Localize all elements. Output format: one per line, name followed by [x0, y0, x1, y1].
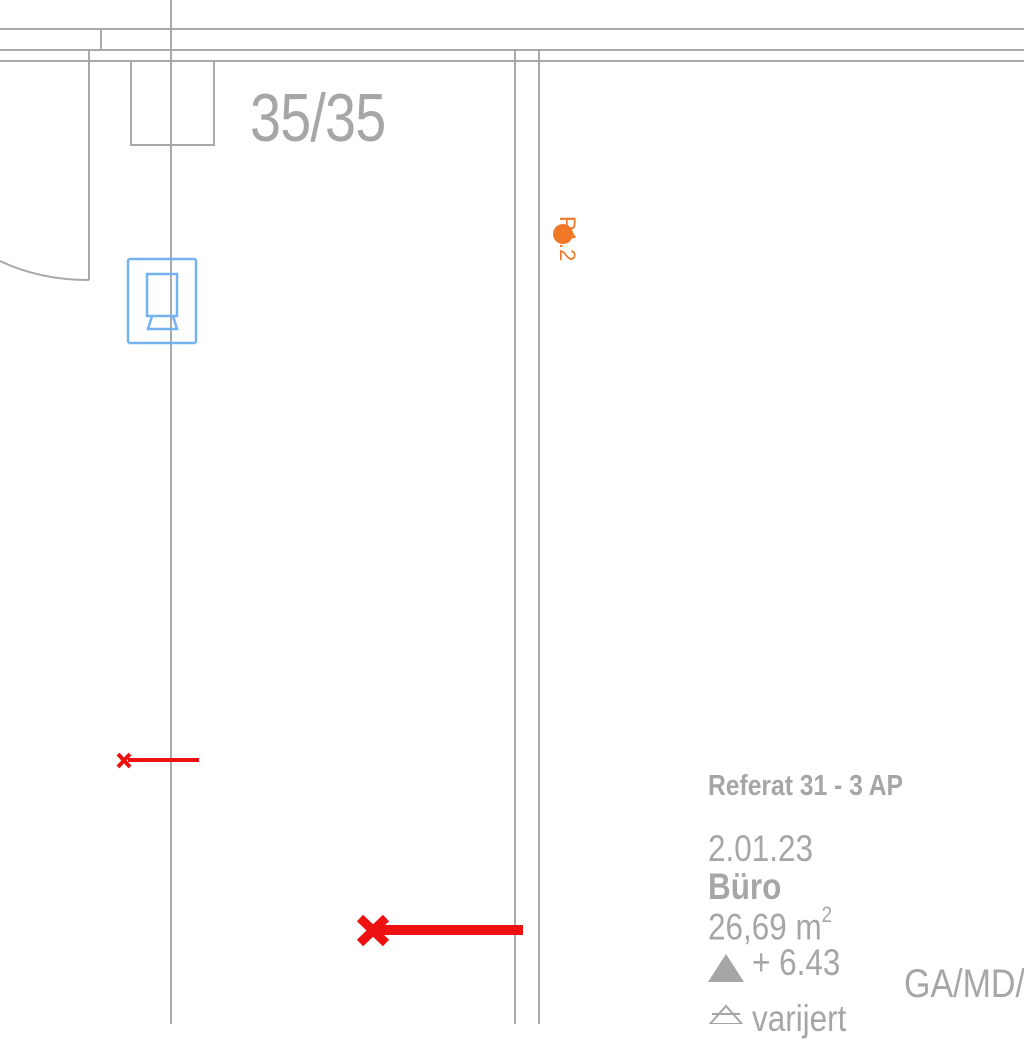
- room-department: Referat 31 - 3 AP: [708, 770, 904, 802]
- room-code: GA/MD/: [904, 962, 1024, 1006]
- room-area: 26,69 m2: [708, 902, 832, 948]
- room-area-exponent: 2: [821, 902, 833, 927]
- demolition-mark-small: [116, 752, 199, 769]
- top-wall: [0, 28, 1024, 62]
- vertical-walls: [170, 0, 540, 1024]
- height-triangle-icon: [708, 1004, 744, 1024]
- point-marker-label: P1.2: [555, 216, 580, 262]
- room-height: varijert: [752, 998, 847, 1039]
- room-area-value: 26,69 m: [708, 906, 822, 948]
- door-number: 35/35: [250, 80, 386, 156]
- wall-outlet-icon: [126, 257, 198, 345]
- point-marker: [553, 224, 573, 244]
- room-number: 2.01.23: [708, 828, 813, 869]
- demolition-mark-large: [356, 914, 523, 947]
- door-swing: [0, 50, 90, 281]
- wall-niche: [130, 60, 215, 146]
- level-triangle-icon: [708, 954, 744, 982]
- room-name: Büro: [708, 866, 782, 907]
- room-level: + 6.43: [752, 942, 841, 983]
